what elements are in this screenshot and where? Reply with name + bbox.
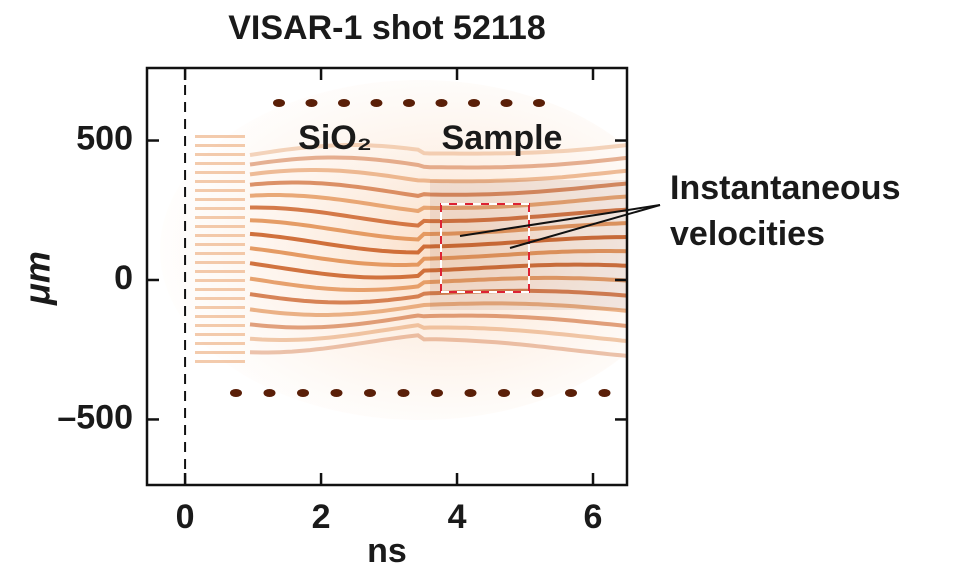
fringe: [195, 279, 245, 282]
y-tick-label: 500: [76, 120, 133, 158]
fringe: [249, 275, 627, 292]
callout-line: [459, 204, 661, 237]
fringe: [195, 360, 245, 363]
fiducial-dot: [435, 99, 448, 107]
fiducial-dot: [565, 389, 577, 397]
fiducial-dot: [330, 389, 343, 397]
fringe: [195, 351, 245, 354]
fringe: [195, 234, 245, 237]
fringe: [195, 324, 245, 327]
fiducial-dot: [370, 99, 383, 107]
fringe: [249, 301, 627, 317]
fringe: [249, 168, 627, 184]
chart-title: VISAR-1 shot 52118: [228, 9, 545, 47]
fringe: [195, 225, 245, 228]
fringe: [249, 333, 627, 358]
y-axis-label: μm: [17, 251, 58, 306]
fiducial-dot: [464, 389, 477, 397]
fringe: [195, 135, 245, 138]
fringe: [195, 261, 245, 264]
fringe: [195, 180, 245, 183]
x-axis-label: ns: [367, 532, 407, 569]
fiducial-dot: [230, 389, 242, 397]
fringe: [195, 288, 245, 291]
streak-image: [160, 80, 627, 420]
highlight-box: [440, 203, 530, 293]
fiducial-dot: [397, 389, 410, 397]
fringe: [249, 193, 627, 214]
annotation: velocities: [670, 215, 825, 253]
fringe: [249, 313, 627, 330]
fiducial-dot: [364, 389, 376, 397]
plot-frame: [145, 66, 629, 487]
x-tick-label: 6: [584, 498, 603, 536]
fiducial-dot: [431, 389, 443, 397]
x-tick-label: 2: [312, 498, 331, 536]
fringe: [195, 153, 245, 156]
x-tick-label: 4: [448, 498, 467, 536]
fringe: [195, 252, 245, 255]
fiducial-dot: [598, 389, 611, 397]
fringe: [249, 261, 627, 280]
y-tick-label: 0: [114, 259, 133, 297]
fringe: [249, 218, 627, 242]
fiducial-dot: [297, 389, 309, 397]
fringe: [195, 333, 245, 336]
fringe: [195, 144, 245, 147]
fiducial-dot: [531, 389, 544, 397]
fiducial-dot: [263, 389, 276, 397]
fringe: [195, 198, 245, 201]
y-tick-label: –500: [57, 398, 133, 436]
fringe: [195, 207, 245, 210]
fringe: [195, 270, 245, 273]
fiducial-dot: [533, 99, 545, 107]
fringe: [195, 162, 245, 165]
fringe: [249, 246, 627, 267]
x-tick-label: 0: [176, 498, 195, 536]
fringe: [195, 189, 245, 192]
fiducial-dot: [498, 389, 510, 397]
annotation: SiO₂: [298, 119, 372, 157]
fringe: [195, 216, 245, 219]
callout-line: [509, 204, 661, 249]
fiducial-dot: [468, 99, 480, 107]
fiducial-dot: [500, 99, 513, 107]
annotation: Instantaneous: [670, 169, 900, 207]
fiducial-dot: [338, 99, 350, 107]
fringe: [195, 315, 245, 318]
fringe: [195, 243, 245, 246]
annotation: Sample: [442, 119, 563, 157]
fringe: [249, 180, 627, 198]
fringe: [249, 155, 627, 170]
fringe: [195, 171, 245, 174]
fiducial-dot: [273, 99, 285, 107]
fringe: [249, 231, 627, 255]
fringe: [195, 306, 245, 309]
fringe: [249, 323, 627, 344]
fringe: [195, 342, 245, 345]
fiducial-dot: [403, 99, 415, 107]
fiducial-dot: [305, 99, 318, 107]
fringe: [195, 297, 245, 300]
fringe: [250, 205, 627, 228]
fringe: [249, 143, 627, 157]
